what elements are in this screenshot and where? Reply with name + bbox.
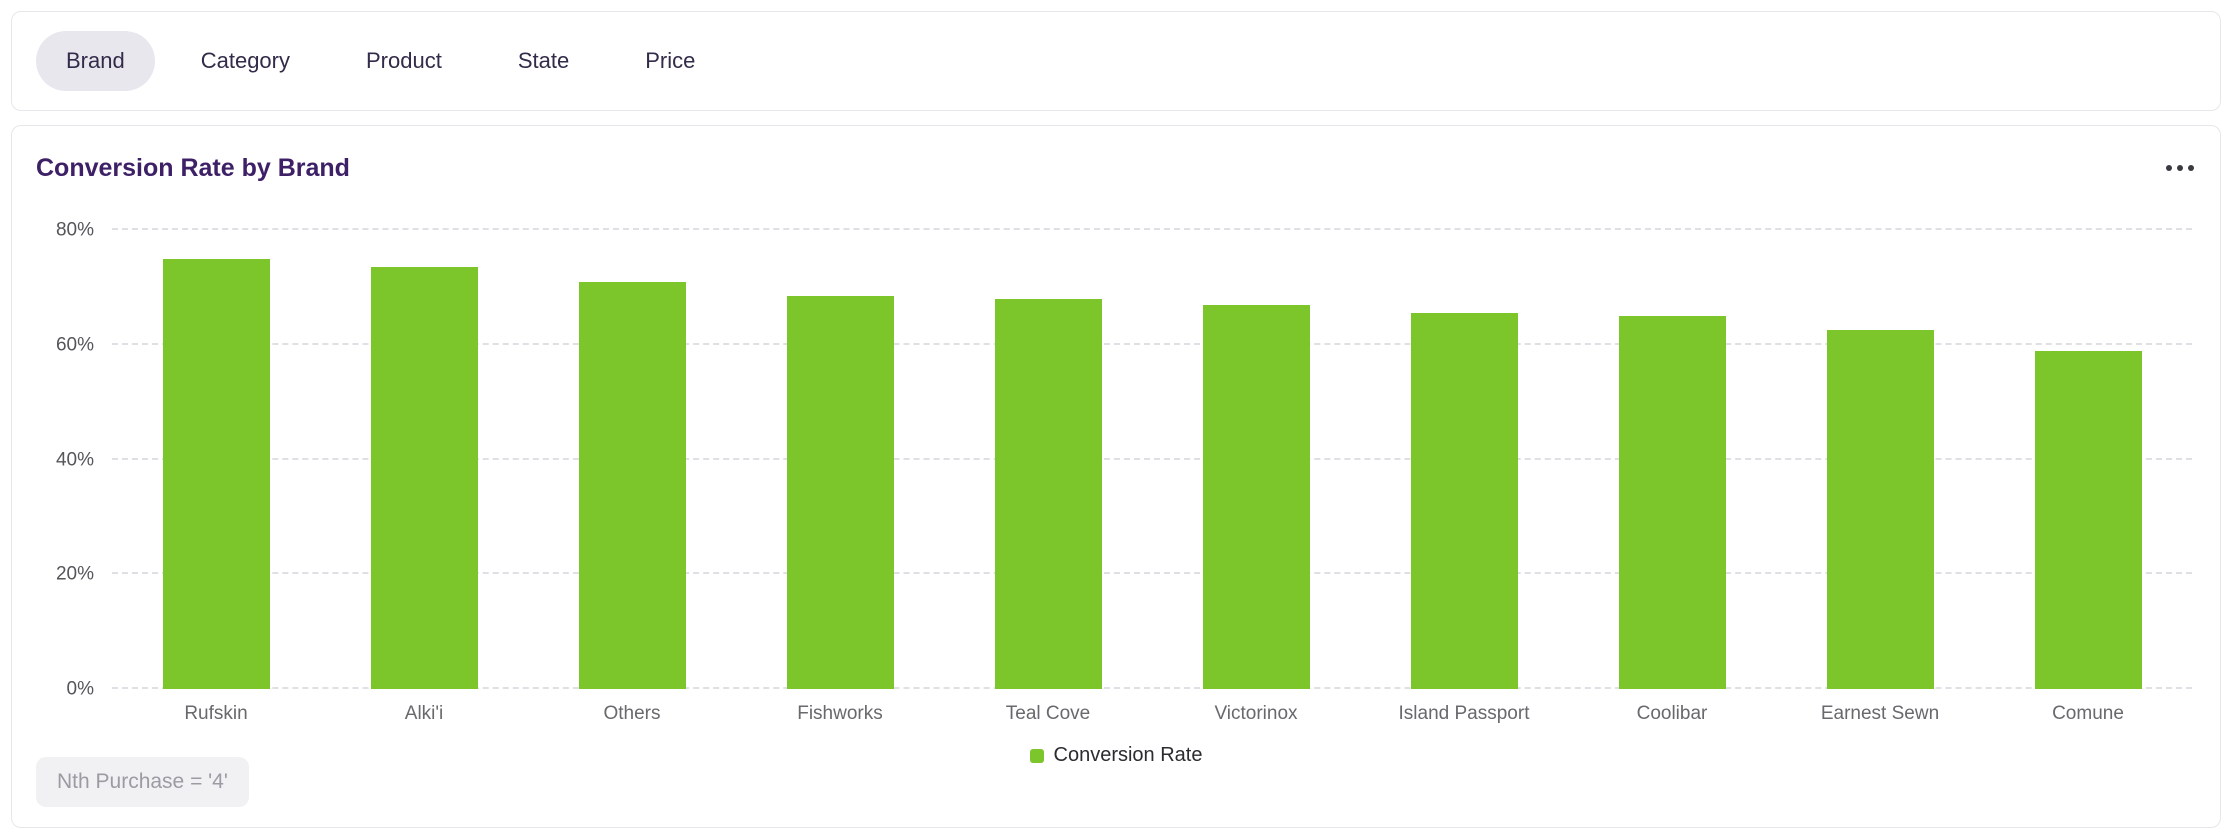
x-tick-label: Coolibar (1636, 703, 1708, 724)
bar-group-2 (528, 230, 736, 689)
x-tick-label: Others (603, 703, 661, 724)
gridline-20 (112, 572, 2192, 575)
filter-chip: Nth Purchase = '4' (36, 757, 249, 807)
x-axis-labels: Rufskin Alki'i Others Fishworks Teal Cove Vic… (112, 703, 2192, 725)
y-axis-labels: 0% 20% 40% 60% 80% (36, 221, 112, 699)
gridline-60 (112, 342, 2192, 345)
bar-alki-i[interactable] (370, 267, 478, 689)
chart-card: Conversion Rate by Brand 0% 20% 40% 60% 80% … (11, 125, 2221, 828)
filter-tabbar: Brand Category Product State Price (11, 11, 2221, 111)
gridlines (112, 228, 2192, 689)
bar-earnest-sewn[interactable] (1826, 330, 1934, 689)
legend-label: Conversion Rate (1053, 744, 1203, 766)
bar-group-6 (1360, 230, 1568, 689)
gridline-40 (112, 457, 2192, 460)
chart-card-header: Conversion Rate by Brand (36, 150, 2196, 186)
tab-brand[interactable]: Brand (36, 31, 155, 91)
x-tick-label: Teal Cove (1005, 703, 1091, 724)
bar-group-4 (944, 230, 1152, 689)
bar-group-5 (1152, 230, 1360, 689)
bar-chart: 0% 20% 40% 60% 80% Rufskin Alki'i Others Fishwo… (36, 204, 2196, 769)
bar-others[interactable] (578, 281, 686, 689)
y-tick-label: 0% (66, 678, 94, 700)
bar-coolibar[interactable] (1618, 316, 1726, 689)
ellipsis-icon (2188, 165, 2194, 171)
ellipsis-icon (2177, 165, 2183, 171)
legend-swatch-icon (1029, 748, 1044, 763)
bar-group-0 (112, 230, 320, 689)
tab-price[interactable]: Price (645, 48, 696, 73)
more-options-button[interactable] (2164, 155, 2196, 181)
plot-area (112, 228, 2192, 689)
x-tick-label: Alki'i (404, 703, 444, 724)
y-tick-label: 20% (55, 563, 94, 585)
bar-group-1 (320, 230, 528, 689)
bar-comune[interactable] (2034, 350, 2142, 689)
bar-teal-cove[interactable] (994, 298, 1102, 689)
x-tick-label: Rufskin (184, 703, 248, 724)
gridline-80 (112, 228, 2192, 230)
ellipsis-icon (2166, 165, 2172, 171)
y-tick-label: 40% (55, 449, 94, 470)
bar-victorinox[interactable] (1202, 304, 1310, 689)
bar-rufskin[interactable] (162, 258, 270, 689)
chart-title: Conversion Rate by Brand (36, 153, 350, 182)
bar-island-passport[interactable] (1410, 313, 1518, 689)
tab-product[interactable]: Product (366, 48, 442, 73)
bar-series (112, 230, 2192, 689)
tab-state[interactable]: State (517, 48, 570, 73)
x-tick-label: Victorinox (1214, 703, 1298, 724)
gridline-0 (112, 687, 2192, 689)
bar-group-8 (1776, 230, 1984, 689)
y-tick-label: 60% (55, 334, 94, 356)
chart-legend: Conversion Rate (36, 744, 2196, 767)
x-tick-label: Fishworks (797, 703, 883, 724)
y-tick-label: 80% (55, 219, 94, 241)
x-tick-label: Earnest Sewn (1820, 703, 1940, 724)
bar-group-7 (1568, 230, 1776, 689)
bar-group-3 (736, 230, 944, 689)
bar-fishworks[interactable] (786, 295, 894, 689)
bar-group-9 (1984, 230, 2192, 689)
x-tick-label: Comune (2052, 703, 2124, 724)
tab-category[interactable]: Category (200, 48, 290, 73)
x-tick-label: Island Passport (1398, 703, 1530, 724)
